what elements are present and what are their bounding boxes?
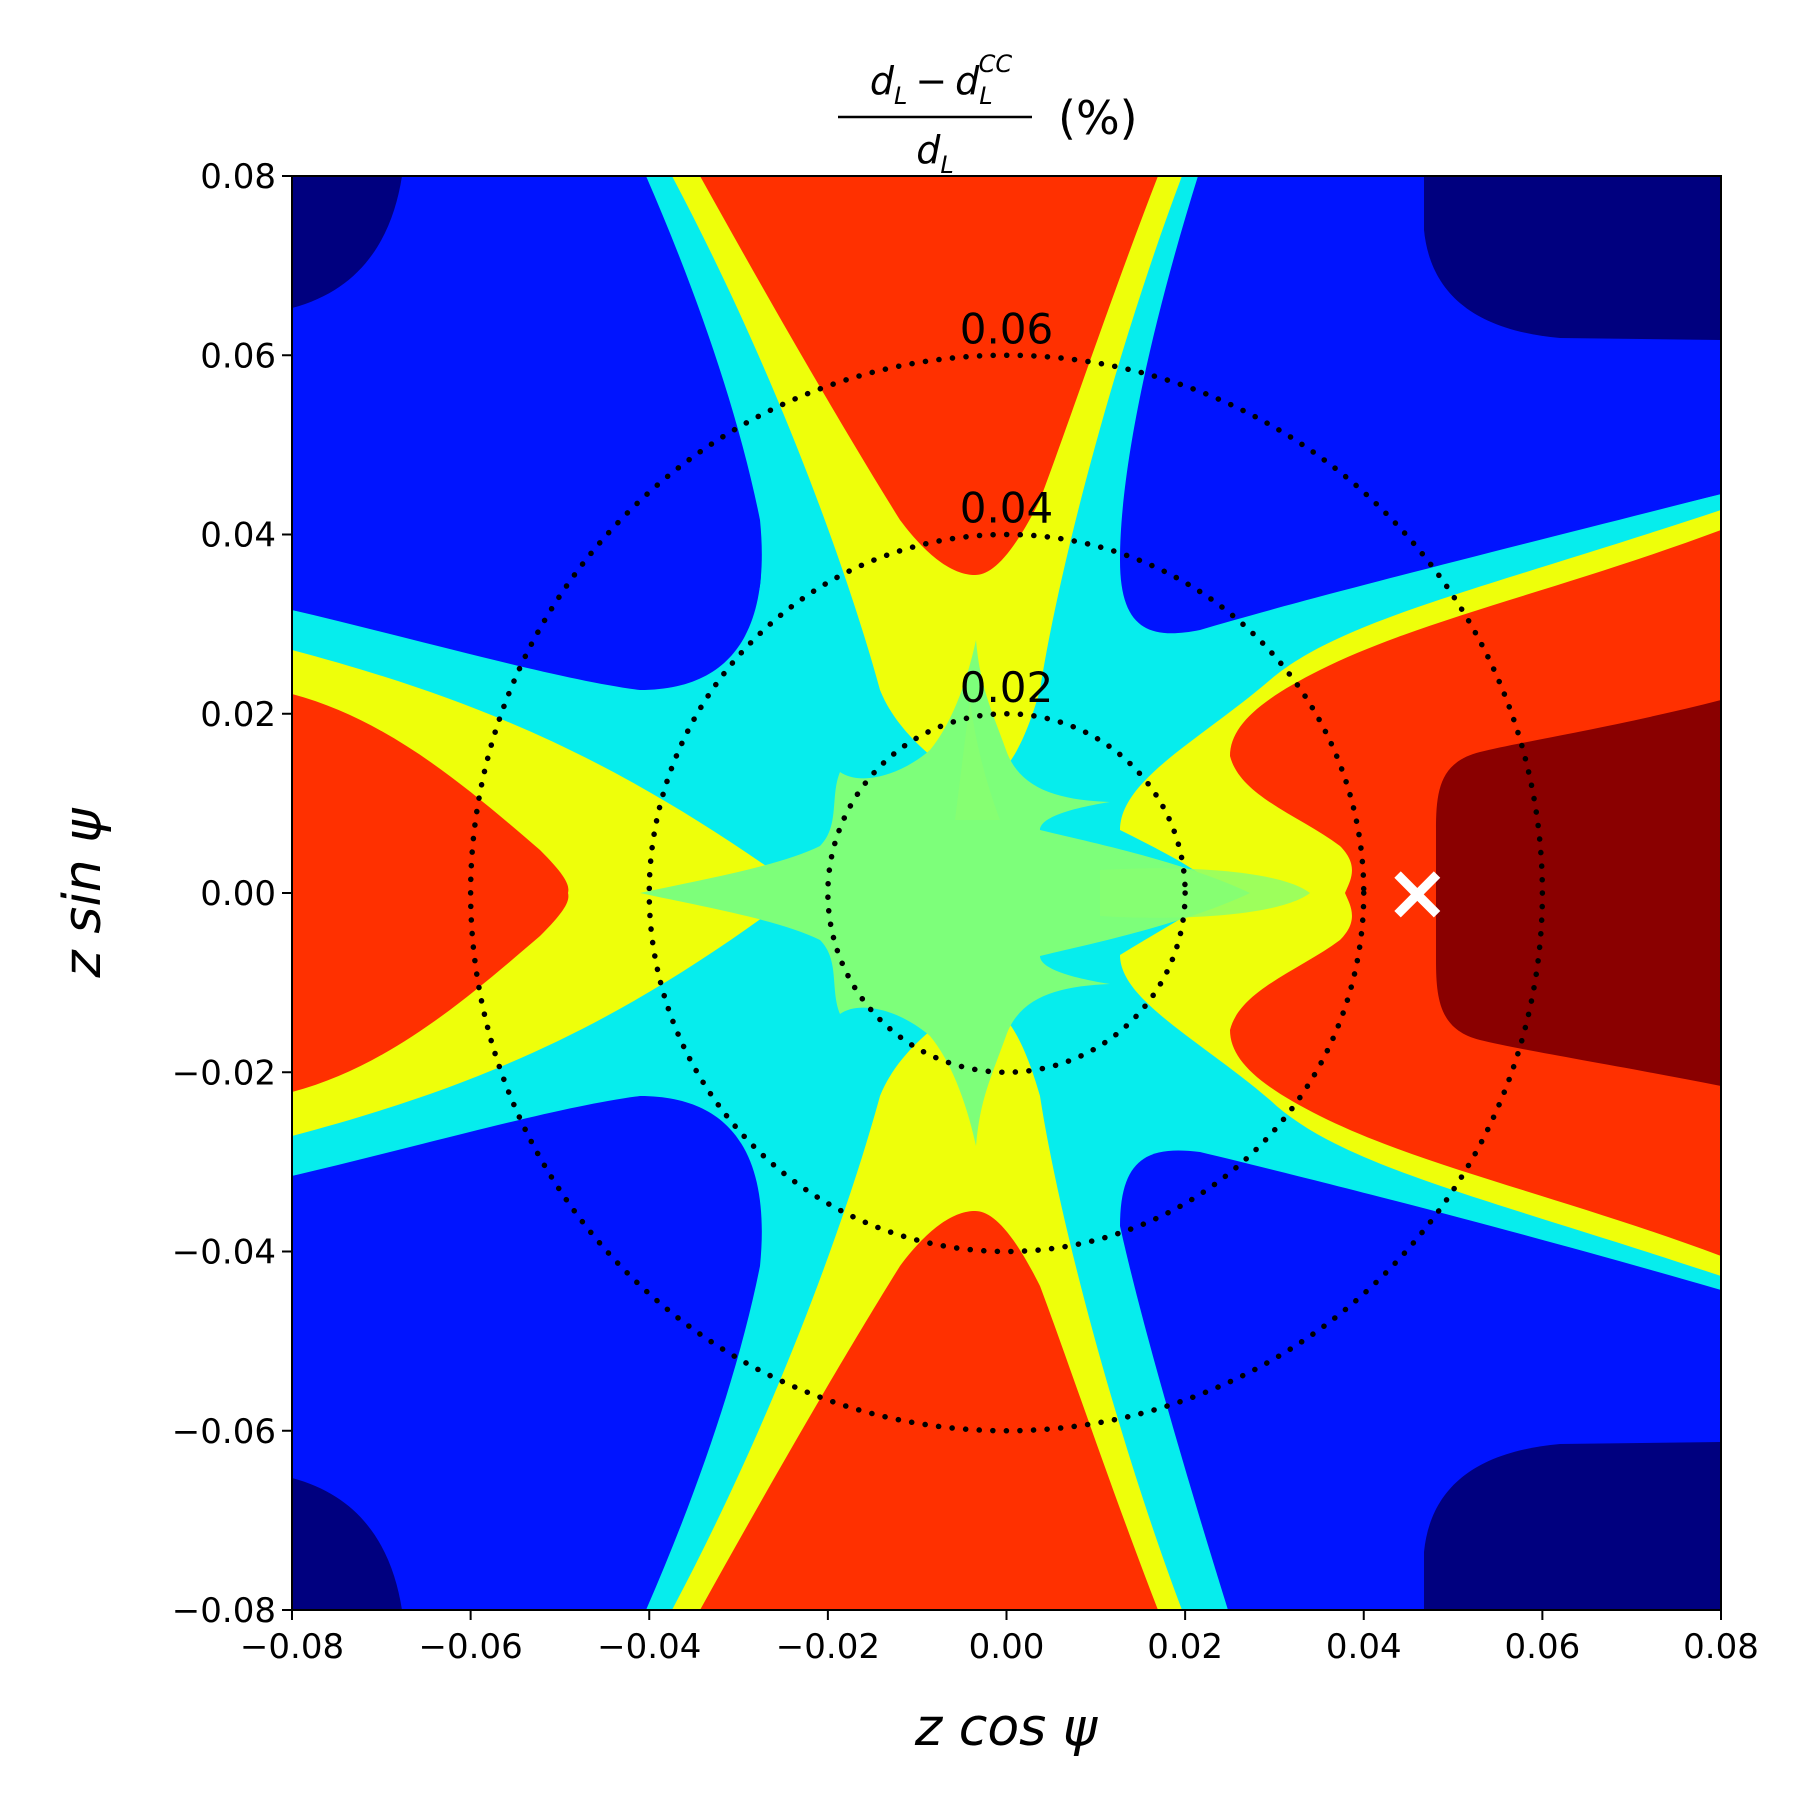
green-streak-up [955, 700, 1000, 820]
circle-r-1 [646, 531, 1367, 1255]
x-tick-label-0: −0.08 [240, 1627, 344, 1667]
x-tick-label-2: −0.04 [597, 1627, 701, 1667]
red-bottom-lobe [700, 1211, 1158, 1610]
x-tick-label-1: −0.06 [419, 1627, 523, 1667]
x-axis-label: z cos ψ [914, 1698, 1099, 1758]
y-tick-label-6: −0.04 [172, 1233, 276, 1273]
circle-r-0 [825, 711, 1188, 1075]
blue-quadrant-lower-left [292, 1096, 762, 1610]
x-tick-label-4: 0.00 [969, 1627, 1045, 1667]
y-tick-label-0: 0.08 [200, 157, 276, 197]
y-tick-label-5: −0.02 [172, 1053, 276, 1093]
corner-dark-blue-top-left-2 [292, 176, 402, 308]
circle-r-2 [467, 352, 1546, 1434]
corner-dark-blue-bottom-right-2 [1424, 1442, 1721, 1610]
red-top-lobe [700, 176, 1158, 575]
title-unit: (%) [1058, 91, 1138, 145]
y-tick-label-1: 0.06 [200, 336, 276, 376]
circle-label-1: 0.04 [960, 484, 1054, 533]
circle-label-0: 0.02 [960, 663, 1054, 712]
y-axis-label: z sin ψ [53, 807, 113, 979]
corner-dark-blue-bottom-left-2 [292, 1478, 402, 1610]
dark-red-region [1436, 700, 1721, 1086]
x-tick-label-7: 0.06 [1505, 1627, 1581, 1667]
title-numerator: dL − dLCC [870, 50, 1013, 110]
title-denominator: dL [916, 128, 954, 179]
radius-circles: 0.02 0.04 0.06 [467, 304, 1546, 1434]
y-tick-label-4: 0.00 [200, 874, 276, 914]
blue-quadrant-upper-left [292, 176, 762, 690]
x-tick-label-8: 0.08 [1683, 1627, 1759, 1667]
marker-layer: × [1385, 848, 1450, 938]
plot-area [292, 176, 1721, 1610]
chart-title: dL − dLCC dL (%) [838, 50, 1138, 179]
marker-x: × [1385, 848, 1450, 938]
x-axis: −0.08 −0.06 −0.04 −0.02 0.00 0.02 0.04 0.06 0.08 [240, 1610, 1759, 1667]
y-axis: 0.08 0.06 0.04 0.02 0.00 −0.02 −0.04 −0.06 −0.08 [172, 157, 292, 1631]
y-tick-label-8: −0.08 [172, 1591, 276, 1631]
green-streak-right [1100, 868, 1310, 918]
y-tick-label-3: 0.02 [200, 695, 276, 735]
x-tick-label-3: −0.02 [776, 1627, 880, 1667]
x-tick-label-5: 0.02 [1147, 1627, 1223, 1667]
y-tick-label-2: 0.04 [200, 516, 276, 556]
green-center-region [640, 640, 1250, 1146]
x-tick-label-6: 0.04 [1326, 1627, 1402, 1667]
corner-dark-blue-top-right-2 [1424, 176, 1721, 340]
red-left-lobe [292, 694, 569, 1092]
circle-label-2: 0.06 [960, 304, 1054, 353]
y-tick-label-7: −0.06 [172, 1412, 276, 1452]
